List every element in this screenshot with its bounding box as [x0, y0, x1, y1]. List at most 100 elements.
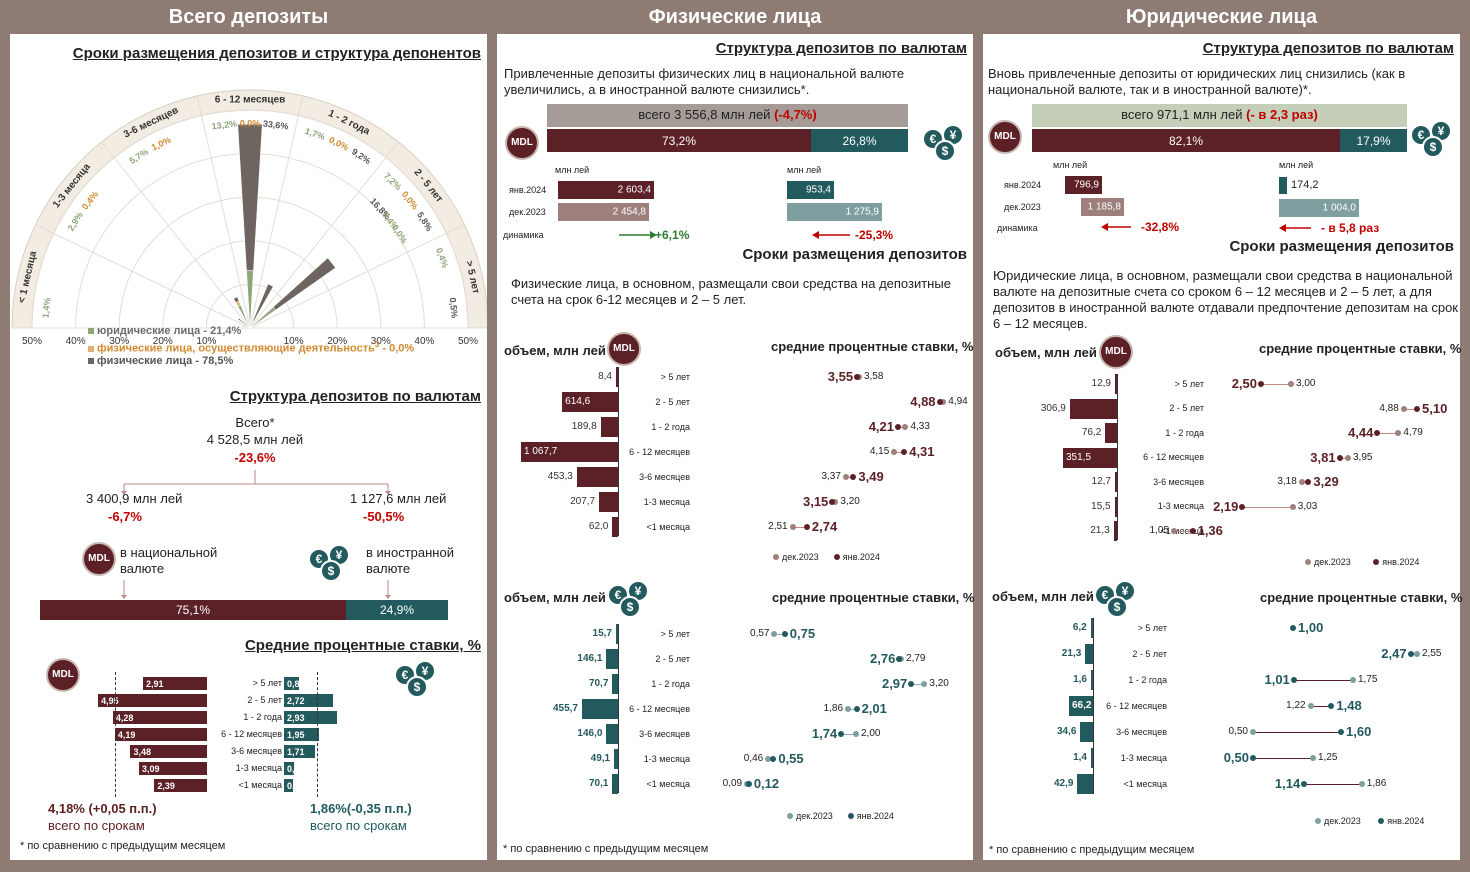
c2mdl-jan-label: 4,88	[910, 394, 936, 409]
c3mdl-dot-dec	[1345, 454, 1351, 461]
c2-total-text: всего 3 556,8 млн лей (-4,7%)	[547, 107, 908, 122]
c2fx-category: > 5 лет	[660, 628, 690, 639]
c3fx-dot-jan	[1301, 781, 1308, 787]
c2fx-volume-bar	[612, 674, 618, 694]
c2fx-dec-label: 0,46	[743, 753, 764, 764]
c2mdl-volume-bar: 614,6	[562, 392, 618, 412]
c2mdl-dec-label: 2,51	[768, 521, 788, 532]
c3fx-dot-dec	[1358, 781, 1365, 787]
c3mdl-dot-jan	[1414, 405, 1420, 412]
c3fx-volume-label: 42,9	[1053, 778, 1074, 789]
c1-rates-fx-bar: 1,95	[284, 728, 320, 741]
c1-rose-value-label: 7,2%	[382, 171, 404, 192]
header-total: Всего депозиты	[168, 6, 329, 28]
c2-legend-2: дек.2023 янв.2024	[787, 811, 894, 821]
c1-rose-axis-tick: 10%	[196, 336, 216, 347]
c2-title-currency: Структура депозитов по валютам	[715, 40, 967, 57]
c3-title-currency: Структура депозитов по валютам	[1202, 40, 1454, 57]
c1-rose-axis-tick: 50%	[22, 336, 42, 347]
c1-rose-value-label: 1,7%	[304, 126, 327, 142]
c2mdl-volume-label: 189,8	[571, 421, 597, 432]
c1-for-label-2: валюте	[366, 561, 411, 576]
c2mdl-volume-label: 614,6	[565, 396, 591, 407]
c2fx-dot-jan	[908, 681, 915, 687]
c2-legend-dec-1: дек.2023	[782, 552, 819, 562]
c3-nat-dec-bar: 1 185,8	[1081, 198, 1124, 216]
c2mdl-volume-label: 453,3	[547, 471, 573, 482]
c1-rates-total-for-text: 1,86%(-0,35 п.п.)	[310, 801, 412, 816]
c1-rose-ring	[31, 109, 469, 329]
c3-mdl-chart: 12,9 > 5 лет 3,00 2,50 306,9 2 - 5 лет 4,88 5,1…	[983, 374, 1460, 549]
panel-legal: Структура депозитов по валютам Вновь при…	[983, 34, 1462, 860]
c3fx-volume-bar	[1085, 644, 1093, 664]
c2-for-dyn: -25,3%	[855, 228, 894, 242]
c3mdl-dot-dec	[1395, 430, 1402, 436]
c3mdl-volume-label: 15,5	[1091, 500, 1111, 512]
c3fx-volume-bar	[1091, 670, 1093, 690]
c1-total-change: -23,6%	[234, 450, 276, 465]
c3mdl-jan-label: 4,44	[1348, 425, 1374, 440]
c3-rate-label-1: средние процентные ставки, %	[1259, 341, 1462, 356]
c1-rose-wedge	[237, 318, 241, 322]
c1-rates-mdl-label: 3,48	[133, 746, 151, 757]
c2-nat-dec-bar: 2 454,8	[558, 203, 649, 221]
c3mdl-volume-label: 351,5	[1066, 451, 1092, 463]
c2-unit-nat: млн лей	[555, 165, 590, 175]
c3-footnote: * по сравнению с предыдущим месяцем	[989, 844, 1195, 856]
c2fx-volume-label: 49,1	[590, 753, 611, 764]
c1-rose-axis-tick: 30%	[371, 336, 391, 347]
header-individuals: Физические лица	[648, 6, 822, 28]
c2fx-connector	[774, 634, 785, 635]
c1-rates-category: > 5 лет	[252, 678, 282, 688]
c2fx-axis	[618, 624, 619, 793]
c2-total-change: (-4,7%)	[774, 107, 817, 122]
c3-share-nat: 82,1%	[1168, 133, 1204, 148]
c2mdl-connector	[894, 452, 905, 453]
c3fx-connector	[1253, 732, 1341, 733]
c3mdl-jan-label: 5,10	[1422, 400, 1448, 416]
c3mdl-volume-bar	[1069, 398, 1117, 419]
c1-rates-category: <1 месяца	[238, 780, 283, 790]
c1-legend-legal-text: юридические лица - 21,4%	[97, 325, 242, 337]
c1-rose-wedge	[251, 326, 255, 329]
c3fx-dec-label: 0,50	[1228, 726, 1248, 737]
c2fx-category: 1 - 2 года	[651, 678, 690, 689]
c1-rates-mdl-label: 4,95	[101, 695, 119, 706]
c3fx-category: > 5 лет	[1137, 622, 1167, 633]
c2-nat-dec: 2 454,8	[612, 206, 646, 218]
c2mdl-category: 2 - 5 лет	[655, 396, 690, 407]
c2fx-volume-bar	[606, 724, 618, 744]
c2mdl-dot-dec	[891, 449, 898, 455]
c2mdl-dot-jan	[895, 424, 902, 430]
c3-for-dec-bar: 1 004,0	[1279, 199, 1359, 217]
c3mdl-category: 1 - 2 года	[1165, 427, 1204, 438]
c3fx-jan-label: 1,14	[1274, 776, 1301, 791]
c3mdl-connector	[1242, 506, 1293, 508]
c2fx-connector	[841, 734, 856, 735]
c2fx-dec-label: 0,09	[722, 778, 743, 789]
c3fx-volume-label: 1,6	[1073, 674, 1087, 685]
c2fx-dec-label: 0,57	[750, 628, 770, 639]
c1-rates-mdl-bar: 2,91	[142, 677, 207, 690]
c2mdl-dot-dec	[832, 499, 839, 505]
c1-rates-mdl-label: 4,28	[115, 712, 134, 723]
c2fx-dot-jan	[838, 731, 845, 737]
c3fx-jan-label: 2,47	[1381, 646, 1407, 661]
c1-rates-fx-bar: 0,82	[284, 677, 305, 690]
c3mdl-dot-jan	[1258, 381, 1264, 387]
c2mdl-dot-dec	[940, 399, 947, 405]
c1-share-nat-bar: 75,1%	[40, 600, 346, 620]
c3fx-dot-dec	[1310, 755, 1316, 761]
c3mdl-dot-dec	[1288, 381, 1294, 387]
c3-currency-icon: € ¥ $	[1410, 120, 1454, 158]
c2-footnote: * по сравнению с предыдущим месяцем	[503, 843, 709, 855]
c3-legend-1: дек.2023 янв.2024	[1305, 557, 1419, 567]
c2fx-dot-jan	[896, 656, 903, 662]
c2fx-dec-label: 2,79	[906, 653, 926, 664]
c3mdl-dec-label: 4,79	[1403, 427, 1423, 438]
c3mdl-dot-jan	[1336, 454, 1343, 461]
c2mdl-volume-bar	[600, 417, 618, 437]
c3-nat-jan-bar: 796,9	[1065, 176, 1102, 194]
c1-rose-spoke	[196, 95, 251, 329]
c2fx-category: 1-3 месяца	[643, 753, 690, 764]
